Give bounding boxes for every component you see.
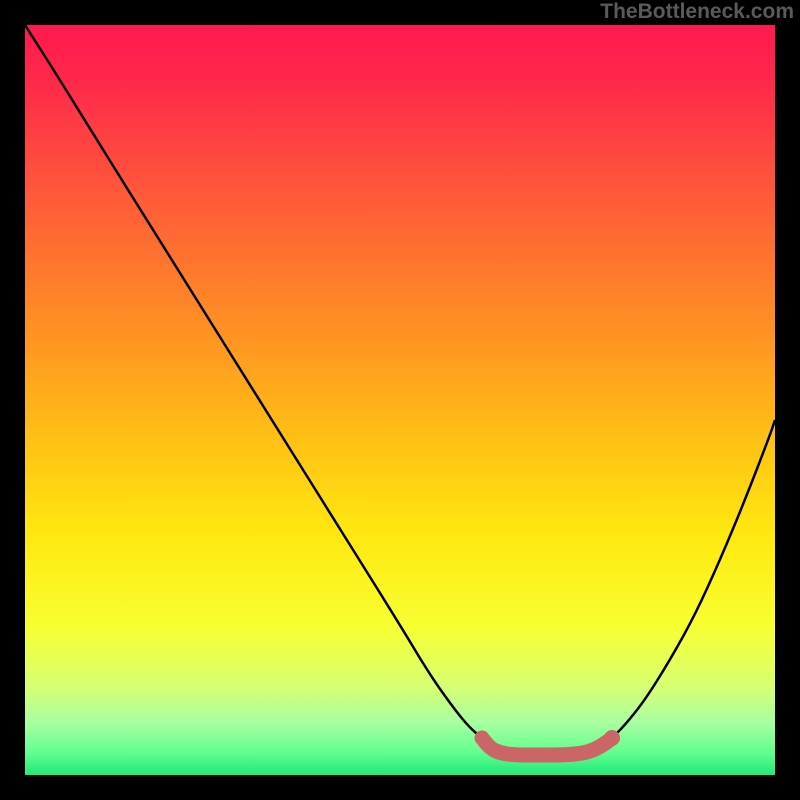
marker-dot	[604, 730, 620, 746]
curve-left-branch	[25, 25, 482, 738]
chart-container: TheBottleneck.com	[0, 0, 800, 800]
plot-area	[25, 25, 775, 775]
watermark-text: TheBottleneck.com	[600, 0, 794, 24]
highlighted-segment	[482, 738, 612, 755]
curve-right-branch	[612, 420, 775, 738]
curve-overlay	[25, 25, 775, 775]
